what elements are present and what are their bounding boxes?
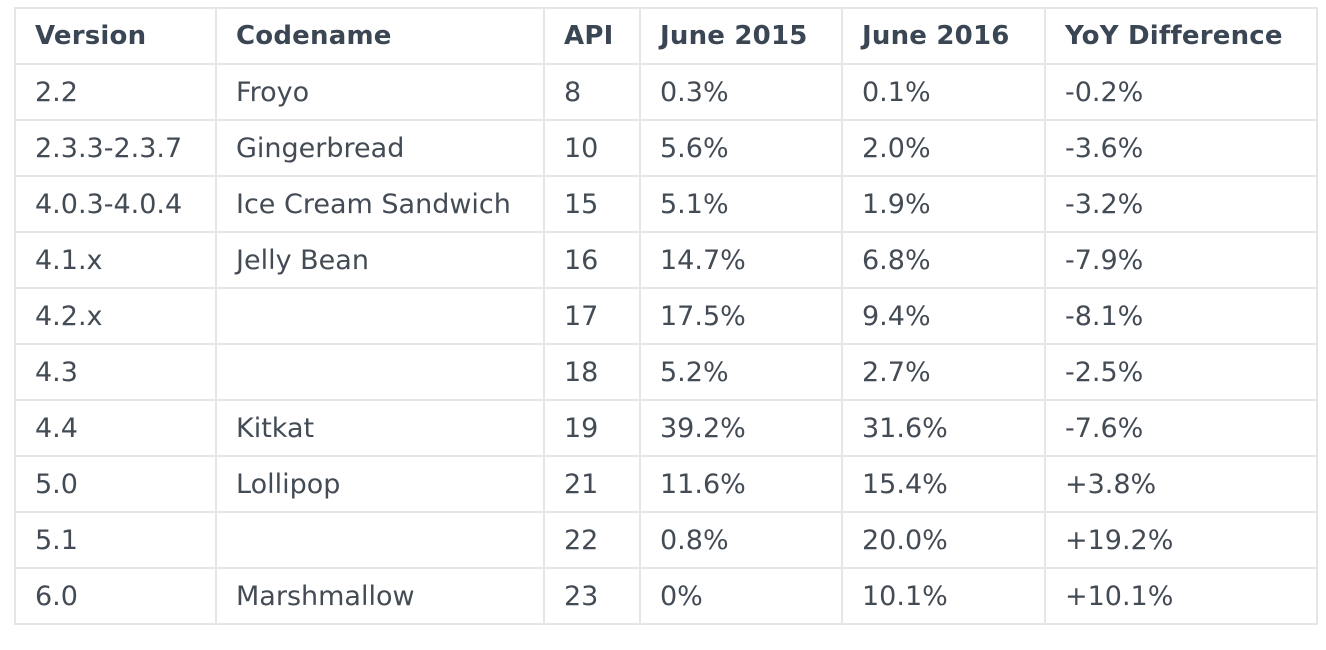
cell-june-2016: 6.8% [841, 231, 1046, 289]
cell-version: 5.0 [14, 455, 217, 513]
cell-june-2016: 2.7% [841, 343, 1046, 401]
cell-version: 4.0.3-4.0.4 [14, 175, 217, 233]
cell-june-2016: 31.6% [841, 399, 1046, 457]
cell-june-2016: 0.1% [841, 63, 1046, 121]
cell-version: 4.1.x [14, 231, 217, 289]
table-row: 6.0 Marshmallow 23 0% 10.1% +10.1% [14, 567, 1318, 625]
cell-june-2015: 39.2% [639, 399, 843, 457]
cell-june-2015: 5.1% [639, 175, 843, 233]
table-row: 5.0 Lollipop 21 11.6% 15.4% +3.8% [14, 455, 1318, 513]
cell-june-2016: 2.0% [841, 119, 1046, 177]
cell-api: 18 [543, 343, 641, 401]
header-codename: Codename [215, 7, 545, 65]
cell-api: 16 [543, 231, 641, 289]
cell-june-2015: 17.5% [639, 287, 843, 345]
table-row: 4.3 18 5.2% 2.7% -2.5% [14, 343, 1318, 401]
cell-june-2015: 0.3% [639, 63, 843, 121]
cell-june-2016: 15.4% [841, 455, 1046, 513]
cell-yoy: -7.6% [1044, 399, 1318, 457]
cell-codename [215, 511, 545, 569]
cell-version: 6.0 [14, 567, 217, 625]
cell-api: 15 [543, 175, 641, 233]
cell-june-2015: 11.6% [639, 455, 843, 513]
table-row: 4.4 Kitkat 19 39.2% 31.6% -7.6% [14, 399, 1318, 457]
table-row: 2.2 Froyo 8 0.3% 0.1% -0.2% [14, 63, 1318, 121]
cell-june-2016: 10.1% [841, 567, 1046, 625]
cell-api: 10 [543, 119, 641, 177]
cell-june-2016: 20.0% [841, 511, 1046, 569]
cell-yoy: +19.2% [1044, 511, 1318, 569]
android-version-table-container: Version Codename API June 2015 June 2016… [14, 7, 1318, 625]
cell-version: 4.2.x [14, 287, 217, 345]
table-body: 2.2 Froyo 8 0.3% 0.1% -0.2% 2.3.3-2.3.7 … [14, 63, 1318, 625]
cell-api: 22 [543, 511, 641, 569]
table-row: 5.1 22 0.8% 20.0% +19.2% [14, 511, 1318, 569]
cell-june-2015: 0% [639, 567, 843, 625]
table-row: 2.3.3-2.3.7 Gingerbread 10 5.6% 2.0% -3.… [14, 119, 1318, 177]
cell-codename: Marshmallow [215, 567, 545, 625]
cell-june-2015: 0.8% [639, 511, 843, 569]
cell-yoy: +10.1% [1044, 567, 1318, 625]
table-header: Version Codename API June 2015 June 2016… [14, 7, 1318, 65]
cell-api: 23 [543, 567, 641, 625]
header-row: Version Codename API June 2015 June 2016… [14, 7, 1318, 65]
cell-version: 4.4 [14, 399, 217, 457]
cell-june-2016: 9.4% [841, 287, 1046, 345]
cell-codename: Gingerbread [215, 119, 545, 177]
cell-api: 8 [543, 63, 641, 121]
cell-codename: Froyo [215, 63, 545, 121]
table-row: 4.0.3-4.0.4 Ice Cream Sandwich 15 5.1% 1… [14, 175, 1318, 233]
cell-version: 4.3 [14, 343, 217, 401]
cell-yoy: -3.6% [1044, 119, 1318, 177]
cell-api: 21 [543, 455, 641, 513]
cell-june-2015: 5.2% [639, 343, 843, 401]
cell-version: 2.3.3-2.3.7 [14, 119, 217, 177]
cell-version: 2.2 [14, 63, 217, 121]
table-row: 4.1.x Jelly Bean 16 14.7% 6.8% -7.9% [14, 231, 1318, 289]
header-api: API [543, 7, 641, 65]
cell-api: 17 [543, 287, 641, 345]
cell-yoy: +3.8% [1044, 455, 1318, 513]
cell-codename: Kitkat [215, 399, 545, 457]
header-yoy-difference: YoY Difference [1044, 7, 1318, 65]
cell-yoy: -2.5% [1044, 343, 1318, 401]
header-june-2016: June 2016 [841, 7, 1046, 65]
cell-codename: Lollipop [215, 455, 545, 513]
cell-codename [215, 343, 545, 401]
header-june-2015: June 2015 [639, 7, 843, 65]
cell-yoy: -0.2% [1044, 63, 1318, 121]
cell-codename: Jelly Bean [215, 231, 545, 289]
cell-yoy: -3.2% [1044, 175, 1318, 233]
cell-api: 19 [543, 399, 641, 457]
cell-codename: Ice Cream Sandwich [215, 175, 545, 233]
android-version-table: Version Codename API June 2015 June 2016… [14, 7, 1318, 625]
cell-version: 5.1 [14, 511, 217, 569]
cell-june-2015: 14.7% [639, 231, 843, 289]
cell-yoy: -7.9% [1044, 231, 1318, 289]
header-version: Version [14, 7, 217, 65]
cell-june-2016: 1.9% [841, 175, 1046, 233]
cell-codename [215, 287, 545, 345]
cell-june-2015: 5.6% [639, 119, 843, 177]
cell-yoy: -8.1% [1044, 287, 1318, 345]
table-row: 4.2.x 17 17.5% 9.4% -8.1% [14, 287, 1318, 345]
